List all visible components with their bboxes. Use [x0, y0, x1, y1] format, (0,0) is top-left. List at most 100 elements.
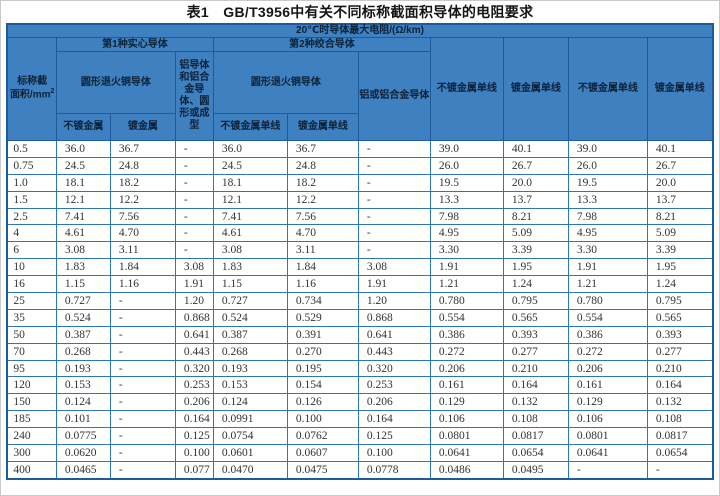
resistance-value-cell: 0.108 — [502, 410, 569, 429]
resistance-value-cell: 0.0470 — [212, 460, 288, 480]
resistance-value-cell: 36.7 — [286, 140, 359, 158]
nominal-area-line1: 标称截 — [17, 76, 48, 88]
resistance-value-cell: 0.868 — [357, 308, 431, 327]
resistance-value-cell: 0.387 — [212, 325, 288, 344]
resistance-value-cell: 0.524 — [55, 308, 111, 327]
resistance-table: 20℃时导体最大电阻/(Ω/km) 标称截 面积/mm2 第1种实心导体 第2种… — [6, 23, 714, 480]
resistance-value-cell: - — [174, 207, 214, 226]
resistance-value-cell: 0.100 — [357, 444, 431, 462]
resistance-value-cell: 0.270 — [286, 342, 359, 361]
resistance-value-cell: 0.161 — [429, 376, 504, 395]
resistance-value-cell: 0.320 — [174, 359, 214, 378]
header-plated-wire-4: 镀金属单线 — [646, 37, 714, 141]
header-plated-wire-1: 镀金属单线 — [286, 113, 359, 141]
area-cell: 185 — [6, 410, 57, 429]
resistance-value-cell: 0.206 — [357, 393, 431, 412]
area-cell: 50 — [6, 325, 57, 344]
table-row: 16 1.15 1.16 1.91 1.15 1.16 1.91 1.21 1.24 1.21 1.… — [6, 275, 714, 294]
resistance-value-cell: 0.129 — [567, 393, 648, 412]
resistance-value-cell: 1.91 — [174, 275, 214, 294]
resistance-value-cell: 0.0601 — [212, 444, 288, 462]
resistance-value-cell: 0.0607 — [286, 444, 359, 462]
resistance-value-cell: 1.84 — [286, 258, 359, 277]
resistance-value-cell: 0.126 — [286, 393, 359, 412]
header-group-solid: 第1种实心导体 — [55, 37, 214, 52]
resistance-value-cell: 0.210 — [646, 359, 714, 378]
resistance-value-cell: 0.277 — [646, 342, 714, 361]
resistance-value-cell: 36.7 — [109, 140, 176, 158]
resistance-value-cell: 1.15 — [55, 275, 111, 294]
resistance-value-cell: 0.0620 — [55, 444, 111, 462]
resistance-value-cell: 39.0 — [567, 140, 648, 158]
resistance-value-cell: 13.3 — [429, 190, 504, 209]
resistance-value-cell: 0.195 — [286, 359, 359, 378]
resistance-value-cell: 0.0778 — [357, 460, 431, 480]
resistance-value-cell: 0.164 — [502, 376, 569, 395]
resistance-value-cell: 0.0654 — [646, 444, 714, 462]
resistance-value-cell: 0.129 — [429, 393, 504, 412]
resistance-value-cell: 4.95 — [567, 224, 648, 243]
resistance-value-cell: 1.24 — [502, 275, 569, 294]
resistance-value-cell: 0.0486 — [429, 460, 504, 480]
resistance-value-cell: - — [109, 376, 176, 395]
header-unplated-wire-1: 不镀金属单线 — [212, 113, 288, 141]
resistance-value-cell: 8.21 — [646, 207, 714, 226]
resistance-value-cell: 7.98 — [429, 207, 504, 226]
resistance-value-cell: 0.124 — [212, 393, 288, 412]
area-cell: 120 — [6, 376, 57, 395]
resistance-value-cell: 18.1 — [212, 173, 288, 192]
resistance-value-cell: 7.56 — [109, 207, 176, 226]
resistance-value-cell: 5.09 — [502, 224, 569, 243]
resistance-value-cell: - — [109, 410, 176, 429]
resistance-value-cell: 12.1 — [212, 190, 288, 209]
header-plated-wire-3: 镀金属单线 — [502, 37, 569, 141]
resistance-value-cell: 0.320 — [357, 359, 431, 378]
area-cell: 4 — [6, 224, 57, 243]
resistance-value-cell: - — [109, 427, 176, 446]
resistance-value-cell: 0.795 — [646, 292, 714, 310]
area-cell: 400 — [6, 460, 57, 480]
resistance-value-cell: 0.0817 — [502, 427, 569, 446]
resistance-value-cell: 0.780 — [429, 292, 504, 310]
nominal-area-sup: 2 — [50, 88, 55, 96]
resistance-value-cell: 7.56 — [286, 207, 359, 226]
resistance-value-cell: 0.125 — [357, 427, 431, 446]
resistance-value-cell: 0.0754 — [212, 427, 288, 446]
resistance-value-cell: 18.2 — [109, 173, 176, 192]
table-row: 300 0.0620-0.100 0.0601 0.0607 0.100 0.0641 0.… — [6, 444, 714, 462]
resistance-value-cell: 0.193 — [55, 359, 111, 378]
resistance-value-cell: 1.20 — [174, 292, 214, 310]
resistance-value-cell: 7.41 — [55, 207, 111, 226]
resistance-value-cell: 36.0 — [212, 140, 288, 158]
resistance-value-cell: 0.253 — [357, 376, 431, 395]
area-cell: 35 — [6, 308, 57, 327]
resistance-value-cell: 0.153 — [212, 376, 288, 395]
resistance-value-cell: - — [109, 444, 176, 462]
header-unplated-wire-3: 不镀金属单线 — [429, 37, 504, 141]
resistance-value-cell: 0.727 — [55, 292, 111, 310]
resistance-value-cell: - — [357, 156, 431, 175]
resistance-value-cell: 39.0 — [429, 140, 504, 158]
resistance-value-cell: 3.08 — [357, 258, 431, 277]
resistance-value-cell: 0.268 — [55, 342, 111, 361]
resistance-value-cell: 12.1 — [55, 190, 111, 209]
resistance-value-cell: - — [109, 460, 176, 480]
header-aluminium-solid: 铝导体和铝合金导体、圆形或成型 — [174, 51, 214, 141]
resistance-value-cell: 1.91 — [429, 258, 504, 277]
resistance-value-cell: 1.91 — [567, 258, 648, 277]
resistance-value-cell: - — [109, 292, 176, 310]
resistance-value-cell: 0.164 — [357, 410, 431, 429]
resistance-value-cell: 0.132 — [646, 393, 714, 412]
resistance-value-cell: - — [357, 207, 431, 226]
table-row: 95 0.193-0.320 0.193 0.195 0.320 0.206 0.210 0.… — [6, 359, 714, 378]
resistance-value-cell: 4.70 — [109, 224, 176, 243]
resistance-value-cell: 0.106 — [567, 410, 648, 429]
resistance-value-cell: 13.7 — [502, 190, 569, 209]
table-row: 25 0.727-1.20 0.727 0.734 1.20 0.780 0.795 0.78… — [6, 292, 714, 310]
table-row: 120 0.153-0.253 0.153 0.154 0.253 0.161 0.164 0… — [6, 376, 714, 395]
area-cell: 95 — [6, 359, 57, 378]
resistance-value-cell: 26.0 — [429, 156, 504, 175]
area-cell: 10 — [6, 258, 57, 277]
resistance-value-cell: 0.391 — [286, 325, 359, 344]
area-cell: 6 — [6, 241, 57, 260]
